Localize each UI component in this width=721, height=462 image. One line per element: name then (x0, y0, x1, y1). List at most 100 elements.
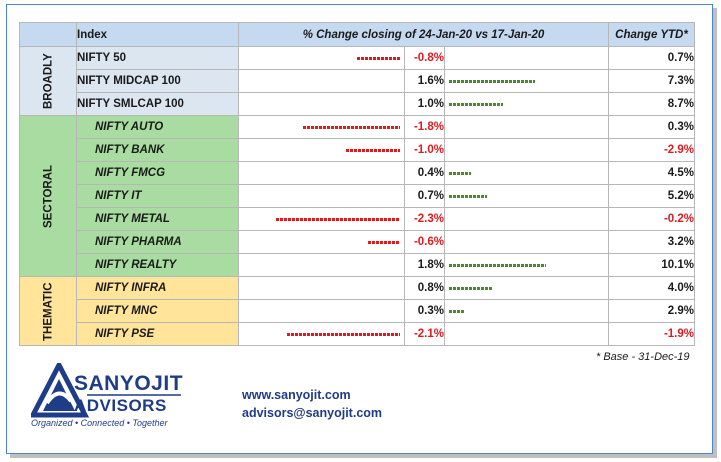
index-name: NIFTY INFRA (76, 276, 239, 300)
index-name: NIFTY PSE (76, 322, 239, 346)
brand-name-line2: ADVISORS (74, 396, 167, 415)
negative-change-bar (303, 126, 400, 129)
positive-bar-cell (444, 115, 609, 139)
ytd-value: 0.7% (608, 46, 695, 70)
positive-bar-cell (444, 207, 609, 231)
negative-bar-cell (238, 184, 405, 208)
negative-bar-cell (238, 46, 405, 70)
negative-bar-cell (238, 253, 405, 277)
email-link[interactable]: advisors@sanyojit.com (242, 406, 383, 420)
ytd-value: -1.9% (608, 322, 695, 346)
ytd-value: -2.9% (608, 138, 695, 162)
change-value: 0.4% (404, 161, 445, 185)
ytd-value: 4.5% (608, 161, 695, 185)
positive-change-bar (449, 80, 535, 83)
negative-change-bar (357, 57, 400, 60)
table-row: NIFTY SMLCAP 100 1.0% 8.7% (20, 92, 695, 116)
table-row: NIFTY REALTY 1.8% 10.1% (20, 253, 695, 277)
positive-change-bar (449, 103, 503, 106)
ytd-value: 10.1% (608, 253, 695, 277)
index-name: NIFTY AUTO (76, 115, 239, 139)
index-name: NIFTY PHARMA (76, 230, 239, 254)
positive-bar-cell (444, 276, 609, 300)
footnote: * Base - 31-Dec-19 (596, 351, 690, 363)
positive-bar-cell (444, 184, 609, 208)
index-name: NIFTY MIDCAP 100 (76, 69, 239, 93)
ytd-value: 0.3% (608, 115, 695, 139)
positive-change-bar (449, 172, 471, 175)
positive-bar-cell (444, 138, 609, 162)
positive-change-bar (449, 264, 546, 267)
ytd-value: 7.3% (608, 69, 695, 93)
positive-bar-cell (444, 92, 609, 116)
negative-change-bar (368, 241, 400, 244)
negative-bar-cell (238, 299, 405, 323)
change-value: 0.7% (404, 184, 445, 208)
change-value: 1.6% (404, 69, 445, 93)
positive-change-bar (449, 287, 492, 290)
change-value: 1.0% (404, 92, 445, 116)
header-group-cell (19, 22, 77, 47)
table-row: NIFTY MIDCAP 100 1.6% 7.3% (20, 69, 695, 93)
change-value: -2.1% (404, 322, 445, 346)
group-label-thematic: THEMATIC (19, 276, 77, 346)
header-ytd: Change YTD* (608, 22, 695, 47)
positive-bar-cell (444, 46, 609, 70)
ytd-value: 5.2% (608, 184, 695, 208)
negative-bar-cell (238, 69, 405, 93)
table-row: NIFTY FMCG 0.4% 4.5% (20, 161, 695, 185)
change-value: 0.8% (404, 276, 445, 300)
header-index: Index (76, 22, 239, 47)
change-value: -0.6% (404, 230, 445, 254)
ytd-value: -0.2% (608, 207, 695, 231)
ytd-value: 4.0% (608, 276, 695, 300)
group-label-broadly: BROADLY (19, 46, 77, 116)
index-name: NIFTY SMLCAP 100 (76, 92, 239, 116)
brand-name-line1: SANYOJIT (74, 372, 184, 395)
change-value: -1.0% (404, 138, 445, 162)
change-value: -2.3% (404, 207, 445, 231)
positive-change-bar (449, 310, 465, 313)
group-label-sectoral: SECTORAL (19, 115, 77, 277)
change-value: 0.3% (404, 299, 445, 323)
positive-bar-cell (444, 253, 609, 277)
change-value: -1.8% (404, 115, 445, 139)
index-name: NIFTY FMCG (76, 161, 239, 185)
ytd-value: 2.9% (608, 299, 695, 323)
positive-bar-cell (444, 230, 609, 254)
negative-bar-cell (238, 115, 405, 139)
index-table: Index % Change closing of 24-Jan-20 vs 1… (19, 22, 695, 346)
sanyojit-logo-icon (31, 363, 181, 418)
positive-bar-cell (444, 161, 609, 185)
table-row: SECTORAL NIFTY AUTO -1.8% 0.3% (19, 115, 695, 277)
brand-tagline: Organized • Connected • Together (31, 418, 168, 428)
negative-bar-cell (238, 92, 405, 116)
table-row: NIFTY METAL -2.3% -0.2% (20, 207, 695, 231)
negative-change-bar (276, 218, 400, 221)
ytd-value: 8.7% (608, 92, 695, 116)
table-header-row: Index % Change closing of 24-Jan-20 vs 1… (19, 22, 695, 47)
table-row: THEMATIC NIFTY INFRA 0.8% 4.0% (19, 276, 695, 346)
index-name: NIFTY METAL (76, 207, 239, 231)
header-change: % Change closing of 24-Jan-20 vs 17-Jan-… (238, 22, 609, 47)
change-value: 1.8% (404, 253, 445, 277)
table-row: NIFTY PSE -2.1% -1.9% (20, 322, 695, 346)
table-row: NIFTY BANK -1.0% -2.9% (20, 138, 695, 162)
negative-change-bar (287, 333, 400, 336)
negative-bar-cell (238, 161, 405, 185)
website-link[interactable]: www.sanyojit.com (242, 388, 351, 402)
index-name: NIFTY MNC (76, 299, 239, 323)
change-value: -0.8% (404, 46, 445, 70)
negative-change-bar (346, 149, 400, 152)
negative-bar-cell (238, 138, 405, 162)
index-name: NIFTY BANK (76, 138, 239, 162)
positive-change-bar (449, 195, 487, 198)
negative-bar-cell (238, 207, 405, 231)
table-row: NIFTY IT 0.7% 5.2% (20, 184, 695, 208)
positive-bar-cell (444, 299, 609, 323)
ytd-value: 3.2% (608, 230, 695, 254)
table-row: NIFTY PHARMA -0.6% 3.2% (20, 230, 695, 254)
index-name: NIFTY IT (76, 184, 239, 208)
positive-bar-cell (444, 69, 609, 93)
negative-bar-cell (238, 322, 405, 346)
